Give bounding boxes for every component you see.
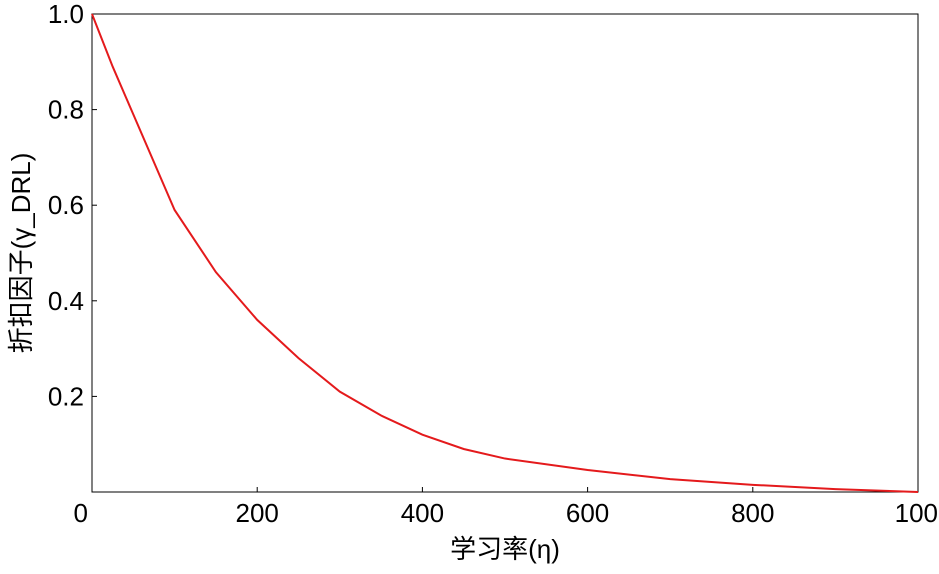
y-axis-label: 折扣因子(γ_DRL) (6, 153, 36, 354)
x-tick-label: 400 (401, 498, 444, 528)
x-tick-label: 100 (895, 498, 938, 528)
x-tick-label: 600 (566, 498, 609, 528)
y-tick-label: 0.4 (48, 286, 84, 316)
data-line (91, 13, 919, 493)
y-tick-label: 0.8 (48, 95, 84, 125)
x-tick-label: 800 (731, 498, 774, 528)
y-tick-label: 0.6 (48, 190, 84, 220)
x-tick-label: 200 (236, 498, 279, 528)
x-axis-label: 学习率(η) (450, 534, 560, 564)
plot-frame (91, 13, 919, 493)
y-tick-label: 0.2 (48, 381, 84, 411)
y-tick-label: 1.0 (48, 0, 84, 29)
x-tick-label: 0 (74, 498, 88, 528)
